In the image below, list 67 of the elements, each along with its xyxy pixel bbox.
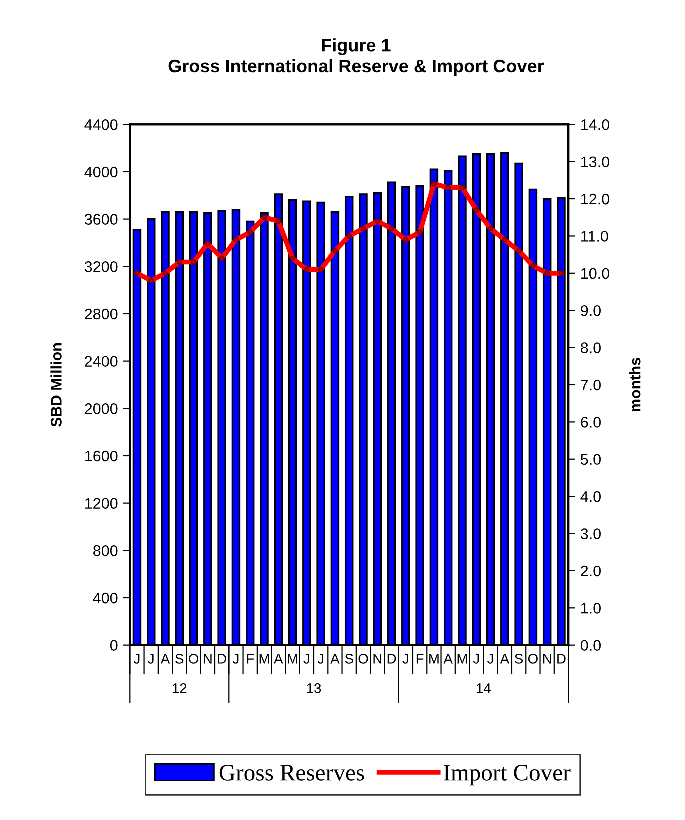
x-tick-label: S — [345, 654, 354, 664]
y-tick-label: 4400 — [84, 120, 118, 130]
x-tick-label: D — [558, 654, 566, 664]
y2-tick-label: 13.0 — [582, 156, 610, 168]
x-tick-label: M — [458, 654, 468, 664]
y-tick-label: 4000 — [84, 166, 118, 178]
y-tick-label: 1600 — [86, 450, 118, 462]
y-tick-label: 800 — [94, 546, 118, 556]
x-tick-label: J — [402, 654, 408, 664]
y2-tick-label: 4.0 — [580, 491, 601, 502]
x-tick-label: S — [176, 654, 184, 664]
chart-title: Figure 1 Gross International Reserve & Import Cover — [168, 38, 544, 76]
x-tick-label: J — [473, 654, 480, 664]
y2-tick-label: 0.0 — [580, 640, 601, 652]
x-tick-label: O — [528, 654, 538, 664]
y2-axis-title: months — [630, 358, 641, 412]
x-tick-label: J — [148, 654, 154, 664]
y2-tick-label: 8.0 — [581, 342, 601, 354]
y2-tick-label: 3.0 — [580, 528, 601, 540]
x-tick-label: J — [134, 654, 140, 664]
y2-tick-label: 5.0 — [580, 454, 601, 466]
y2-tick-label: 7.0 — [581, 380, 601, 391]
x-tick-label: N — [374, 654, 382, 664]
y2-tick-label: 14.0 — [582, 120, 610, 130]
y2-tick-label: 10.0 — [582, 268, 610, 280]
text: 12 — [172, 683, 187, 694]
y2-tick-label: 1.0 — [582, 603, 601, 614]
x-tick-label: J — [232, 654, 239, 664]
x-tick-label: F — [247, 654, 254, 664]
y2-tick-label: 11.0 — [582, 231, 608, 242]
x-tick-label: M — [288, 654, 298, 664]
x-tick-label: A — [160, 654, 170, 664]
y-tick-label: 3200 — [84, 262, 118, 272]
y-tick-label: 400 — [93, 592, 118, 604]
x-tick-label: A — [274, 654, 284, 664]
y2-tick-label: 2.0 — [581, 566, 601, 577]
x-tick-label: S — [515, 654, 524, 664]
legend-label: Gross Reserves — [220, 765, 364, 781]
x-tick-label: J — [318, 654, 324, 664]
x-tick-label: A — [330, 654, 340, 664]
line-series — [134, 181, 564, 284]
x-tick-label: N — [543, 654, 552, 664]
x-tick-label: M — [430, 654, 439, 664]
x-tick-label: O — [189, 654, 199, 664]
y-tick-label: 2000 — [85, 404, 118, 414]
y-tick-label: 1200 — [86, 498, 118, 510]
y-tick-label: 2800 — [85, 308, 118, 320]
y2-tick-label: 12.0 — [582, 194, 610, 205]
text: 13 — [307, 683, 322, 694]
x-tick-label: J — [304, 654, 310, 664]
x-tick-label: D — [388, 654, 396, 664]
text: 14 — [477, 684, 492, 694]
x-tick-label: F — [416, 654, 424, 664]
y-axis-title: SBD Million — [50, 344, 62, 427]
x-tick-label: A — [444, 654, 453, 664]
y2-tick-label: 9.0 — [581, 305, 601, 316]
y2-tick-label: 6.0 — [581, 417, 601, 428]
x-tick-label: J — [488, 654, 494, 664]
x-tick-label: D — [218, 654, 226, 664]
x-tick-label: N — [204, 654, 212, 664]
x-tick-label: O — [358, 654, 368, 664]
y-tick-label: 0 — [110, 640, 118, 652]
legend-label: Import Cover — [444, 765, 571, 786]
x-tick-label: A — [500, 654, 510, 664]
y-tick-label: 2400 — [85, 356, 118, 368]
x-tick-label: M — [260, 654, 270, 664]
y-tick-label: 3600 — [84, 214, 118, 225]
